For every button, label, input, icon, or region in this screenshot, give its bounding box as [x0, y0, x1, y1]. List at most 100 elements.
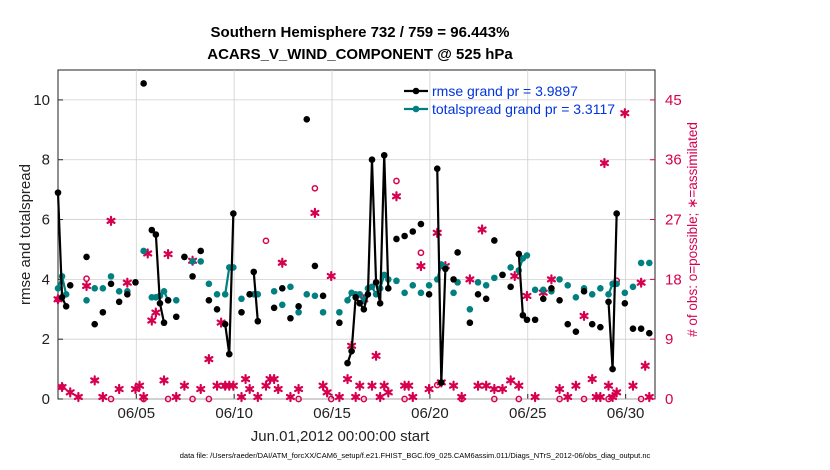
spread-point [197, 258, 205, 265]
rmse-point [450, 276, 457, 283]
obs-assimilated-marker [351, 391, 361, 403]
obs-assimilated-marker [212, 380, 222, 391]
obs-assimilated-marker [563, 391, 573, 403]
obs-possible-marker [490, 395, 498, 403]
rmse-point [556, 297, 563, 304]
obs-assimilated-marker [163, 249, 173, 260]
obs-assimilated-marker [196, 383, 206, 395]
x-tick-label: 06/10 [215, 405, 253, 422]
rmse-point [466, 319, 474, 327]
obs-assimilated-marker [139, 391, 149, 403]
rmse-point [250, 268, 258, 276]
obs-assimilated-marker [355, 380, 365, 391]
rmse-point [189, 273, 196, 280]
obs-assimilated-marker [90, 375, 100, 386]
spread-point [336, 308, 343, 316]
obs-assimilated-marker [489, 383, 499, 395]
chart-subtitle: ACARS_V_WIND_COMPONENT @ 525 hPa [207, 46, 513, 63]
rmse-point [621, 299, 629, 307]
rmse-point [409, 228, 417, 235]
rmse-point [181, 253, 188, 261]
obs-possible-marker [393, 177, 400, 185]
obs-assimilated-marker [171, 391, 181, 403]
obs-assimilated-marker [204, 354, 214, 365]
rmse-point [417, 220, 425, 228]
rmse-point [303, 116, 311, 123]
obs-assimilated-marker [404, 380, 414, 391]
obs-assimilated-marker [587, 373, 597, 385]
rmse-point [539, 295, 547, 303]
rmse-point [629, 325, 637, 333]
y-right-tick-label: 27 [665, 212, 682, 229]
legend-spread-label: totalspread grand pr = 3.3117 [432, 101, 615, 117]
obs-possible-marker [637, 395, 645, 403]
rmse-point [368, 156, 376, 164]
rmse-point [499, 271, 506, 279]
rmse-line [252, 271, 259, 322]
rmse-line [436, 168, 447, 383]
rmse-point [91, 320, 99, 328]
obs-assimilated-marker [432, 227, 442, 238]
obs-assimilated-marker [620, 108, 630, 119]
obs-assimilated-marker [448, 380, 459, 391]
rmse-point [507, 283, 514, 291]
obs-possible-marker [401, 395, 408, 403]
spread-point [605, 291, 612, 298]
spread-point [278, 301, 286, 309]
obs-possible-marker [107, 395, 115, 403]
rmse-point [221, 320, 229, 328]
x-tick-label: 06/05 [118, 405, 156, 422]
rmse-point [148, 226, 156, 234]
rmse-point [523, 316, 531, 324]
rmse-point [519, 311, 527, 319]
obs-assimilated-marker [134, 380, 145, 391]
spread-point [270, 288, 278, 295]
spread-point [393, 277, 400, 285]
spread-point [344, 297, 351, 304]
spread-point [629, 283, 637, 291]
obs-assimilated-marker [424, 383, 434, 395]
obs-assimilated-marker [228, 380, 238, 391]
obs-assimilated-marker [294, 383, 304, 395]
spread-point [539, 286, 547, 294]
rmse-point [613, 210, 620, 217]
spread-point [189, 258, 196, 265]
rmse-point [246, 291, 253, 298]
spread-point [160, 288, 168, 295]
spread-point [474, 279, 482, 286]
rmse-point [515, 250, 523, 258]
y-left-tick-label: 2 [42, 331, 50, 348]
rmse-point [548, 285, 555, 292]
obs-assimilated-marker [416, 260, 426, 272]
obs-assimilated-marker [644, 391, 654, 403]
spread-point [54, 285, 62, 292]
obs-assimilated-marker [506, 375, 516, 386]
rmse-point [360, 305, 368, 313]
rmse-point [580, 288, 588, 295]
obs-possible-marker [164, 395, 172, 403]
rmse-point [645, 329, 653, 337]
obs-assimilated-marker [571, 380, 581, 391]
spread-point [401, 289, 408, 297]
obs-assimilated-marker [530, 391, 540, 403]
rmse-point [66, 282, 74, 289]
spread-point [107, 273, 115, 280]
obs-assimilated-marker [599, 157, 609, 169]
spread-point [319, 308, 327, 316]
obs-assimilated-marker [555, 383, 565, 395]
rmse-point [344, 359, 351, 367]
obs-assimilated-marker [98, 391, 108, 403]
rmse-point [597, 323, 604, 331]
spread-point [621, 289, 629, 297]
obs-assimilated-marker [81, 280, 92, 292]
obs-possible-marker [327, 395, 335, 403]
obs-assimilated-marker [546, 274, 556, 285]
spread-point [588, 291, 596, 298]
obs-possible-marker [580, 395, 588, 403]
rmse-point [152, 231, 160, 238]
rmse-point [564, 320, 572, 328]
rmse-point [454, 249, 461, 256]
x-tick-label: 06/15 [313, 405, 351, 422]
rmse-point [438, 379, 445, 386]
